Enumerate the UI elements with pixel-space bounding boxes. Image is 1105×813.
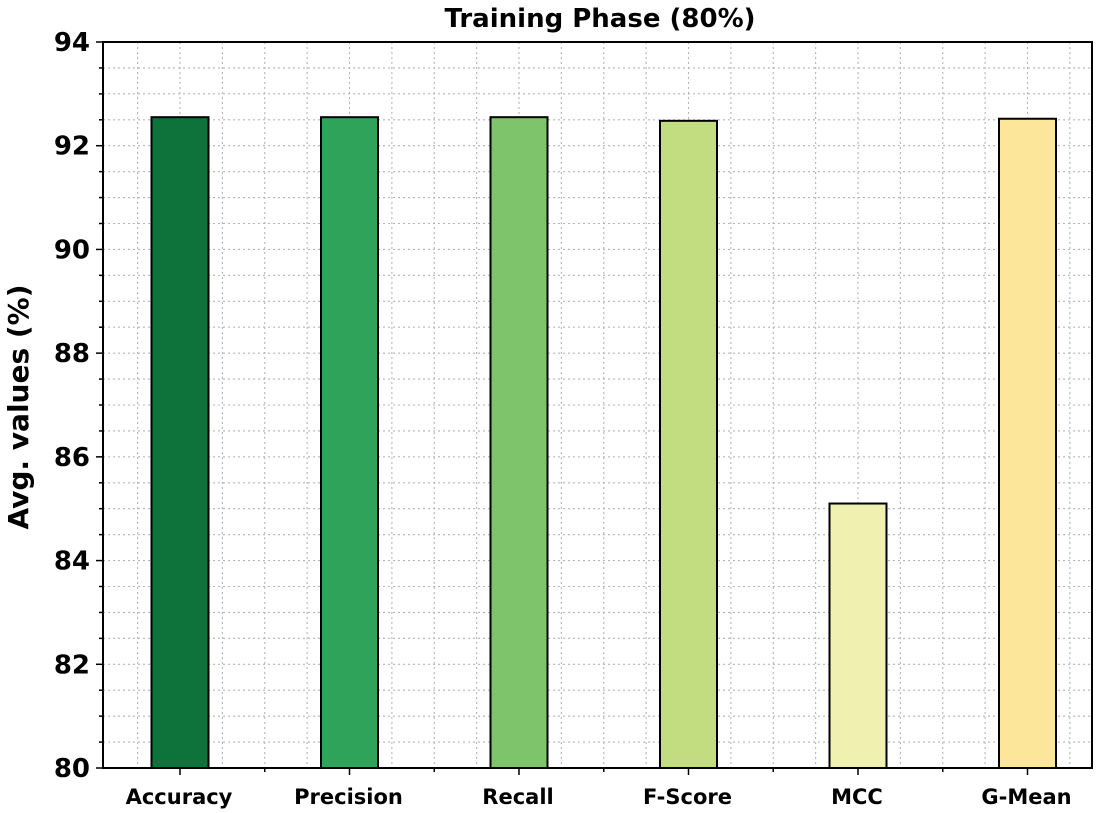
x-tick-label-g-mean: G-Mean: [981, 785, 1071, 809]
y-tick-label: 92: [54, 132, 90, 162]
bar-precision: [320, 116, 379, 769]
x-tick-label-f-score: F-Score: [643, 785, 732, 809]
x-tick-label-accuracy: Accuracy: [126, 785, 233, 809]
grid-lines: [103, 41, 1092, 769]
y-tick-label: 88: [54, 339, 90, 369]
bar-accuracy: [150, 116, 210, 769]
x-axis-tick-labels: Accuracy Precision Recall F-Score MCC G-Mean: [126, 785, 1072, 809]
y-tick-label: 86: [54, 443, 90, 473]
x-tick-label-precision: Precision: [294, 785, 403, 809]
y-tick-label: 84: [54, 547, 90, 577]
bars: [150, 116, 1057, 769]
chart-title: Training Phase (80%): [444, 4, 755, 34]
y-axis-tick-labels: 80 82 84 86 88 90 92 94: [54, 28, 90, 784]
bar-mcc: [828, 502, 888, 769]
bar-f-score: [659, 119, 718, 769]
y-tick-label: 82: [54, 650, 90, 680]
y-tick-label: 80: [54, 754, 90, 784]
y-tick-label: 94: [54, 28, 90, 58]
bar-g-mean: [998, 117, 1057, 769]
axis-ticks: [96, 41, 1029, 775]
y-axis-label: Avg. values (%): [2, 284, 35, 529]
x-tick-label-recall: Recall: [482, 785, 553, 809]
x-tick-label-mcc: MCC: [831, 785, 883, 809]
y-tick-label: 90: [54, 235, 90, 265]
bar-recall: [489, 116, 549, 769]
